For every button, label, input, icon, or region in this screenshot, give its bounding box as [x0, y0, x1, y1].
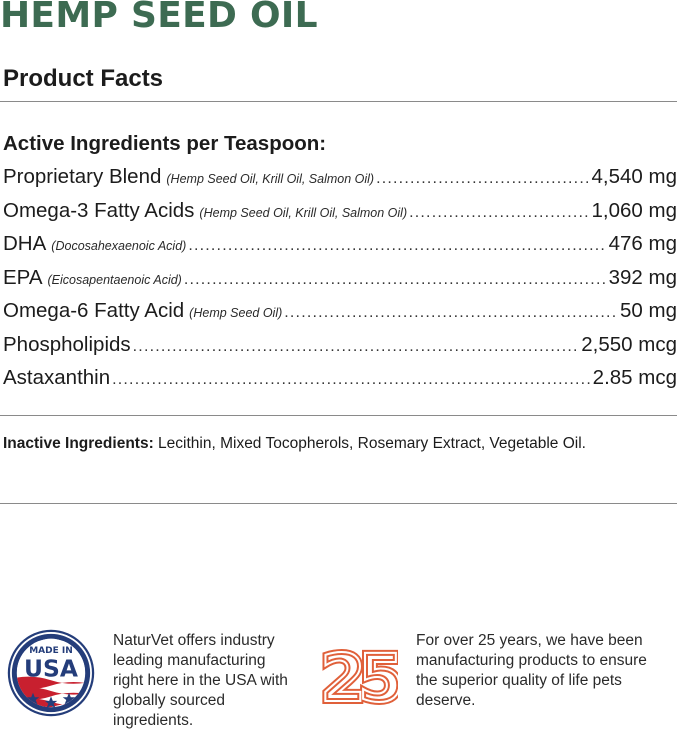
ingredient-note: (Hemp Seed Oil): [189, 306, 283, 320]
ingredient-name: Omega-6 Fatty Acid: [3, 299, 185, 322]
dot-leader: [376, 162, 589, 196]
ingredient-amount: 2.85 mcg: [592, 366, 677, 389]
ingredient-row: Omega-6 Fatty Acid (Hemp Seed Oil) 50 mg: [3, 294, 677, 328]
active-ingredients-list: Proprietary Blend (Hemp Seed Oil, Krill …: [3, 160, 677, 395]
ingredient-amount: 392 mg: [608, 265, 677, 289]
ingredient-note: (Eicosapentaenoic Acid): [47, 272, 182, 287]
dot-leader: [184, 263, 607, 297]
ingredient-name: Proprietary Blend: [3, 165, 162, 188]
divider-middle: [0, 415, 677, 416]
ingredient-name: Omega-3 Fatty Acids: [3, 198, 195, 222]
ingredient-name: EPA: [3, 265, 43, 289]
ingredient-row: EPA (Eicosapentaenoic Acid) 392 mg: [3, 261, 677, 295]
badge-25-number: 25: [320, 640, 398, 711]
ingredient-note: (Hemp Seed Oil, Krill Oil, Salmon Oil): [199, 205, 408, 220]
ingredient-row: Phospholipids 2,550 mcg: [3, 328, 677, 362]
ingredient-amount: 476 mg: [608, 232, 677, 255]
product-facts-heading: Product Facts: [3, 65, 164, 92]
dot-leader: [409, 196, 589, 230]
divider-bottom: [0, 503, 677, 504]
ingredient-row: Omega-3 Fatty Acids (Hemp Seed Oil, Kril…: [3, 194, 677, 228]
badge-made-in-text: MADE IN: [29, 646, 73, 656]
inactive-ingredients-text: Lecithin, Mixed Tocopherols, Rosemary Ex…: [158, 435, 586, 452]
ingredient-row: DHA (Docosahexaenoic Acid) 476 mg: [3, 227, 677, 261]
ingredient-amount: 1,060 mg: [591, 198, 677, 222]
dot-leader: [133, 330, 580, 364]
ingredient-amount: 4,540 mg: [591, 165, 677, 188]
ingredient-name: Astaxanthin: [3, 366, 111, 389]
ingredient-note: (Hemp Seed Oil, Krill Oil, Salmon Oil): [166, 172, 375, 186]
ingredient-name: Phospholipids: [3, 332, 131, 356]
made-in-usa-badge-icon: MADE IN USA: [7, 629, 95, 717]
years-experience-blurb: For over 25 years, we have been manufact…: [416, 632, 647, 709]
ingredient-name: DHA: [3, 232, 47, 255]
usa-manufacturing-blurb: NaturVet offers industry leading manufac…: [113, 632, 288, 729]
ingredient-row: Proprietary Blend (Hemp Seed Oil, Krill …: [3, 160, 677, 194]
ingredient-amount: 50 mg: [620, 299, 677, 322]
dot-leader: [188, 229, 606, 263]
inactive-ingredients: Inactive Ingredients: Lecithin, Mixed To…: [3, 431, 663, 457]
dot-leader: [112, 363, 591, 397]
active-ingredients-heading: Active Ingredients per Teaspoon:: [3, 132, 327, 155]
divider-top: [0, 101, 677, 102]
dot-leader: [284, 296, 618, 330]
badge-25-inline: 25: [320, 640, 398, 711]
ingredient-note: (Docosahexaenoic Acid): [51, 239, 187, 253]
page-title: HEMP SEED OIL: [0, 0, 318, 36]
badge-usa-text: USA: [24, 655, 78, 683]
inactive-ingredients-label: Inactive Ingredients:: [3, 435, 154, 452]
ingredient-amount: 2,550 mcg: [581, 332, 677, 356]
ingredient-row: Astaxanthin 2.85 mcg: [3, 361, 677, 395]
25-years-badge-icon: 25 25: [318, 637, 398, 711]
